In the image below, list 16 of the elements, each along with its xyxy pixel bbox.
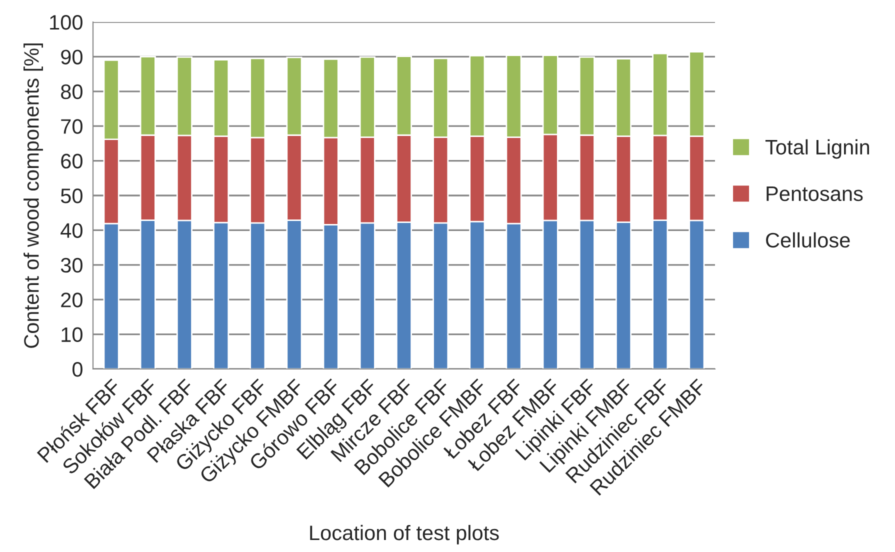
y-axis-title: Content of wood components [%] (24, 44, 43, 348)
y-tick-label: 10 (62, 327, 82, 342)
y-tick-label: 0 (72, 362, 82, 377)
y-tick-label: 40 (60, 223, 82, 238)
legend-label: Pentosans (766, 186, 863, 202)
y-tick-label: 70 (61, 119, 82, 134)
y-tick-label: 20 (61, 292, 82, 308)
y-tick-label: 90 (61, 50, 82, 64)
y-tick-label: 100 (50, 15, 82, 30)
legend-label: Total Lignin (765, 139, 870, 159)
y-tick-label: 80 (61, 84, 82, 100)
y-tick-label: 50 (60, 188, 82, 204)
y-tick-label: 30 (60, 258, 82, 273)
legend-label: Cellulose (766, 232, 850, 248)
y-tick-label: 60 (61, 154, 82, 169)
x-axis-title: Location of test plots (310, 524, 499, 544)
